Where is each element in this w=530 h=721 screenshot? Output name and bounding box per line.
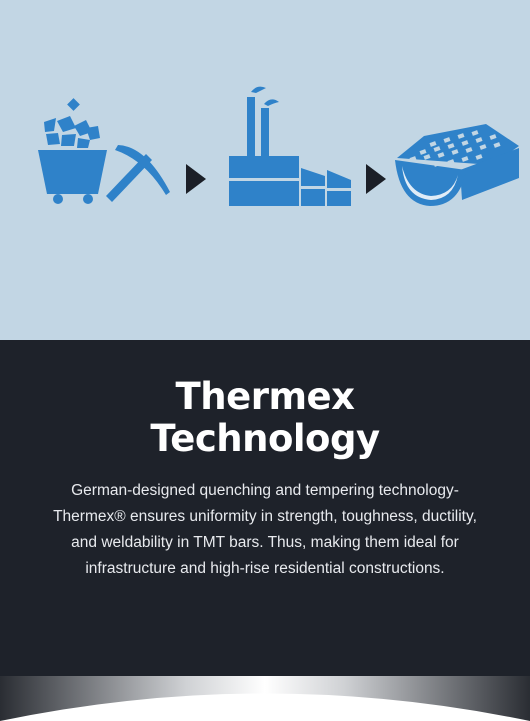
process-illustration — [0, 0, 530, 340]
card-description: German-designed quenching and tempering … — [53, 482, 477, 577]
triangle-arrow-right-icon — [366, 164, 386, 194]
process-illustration-svg — [38, 86, 519, 206]
card-title-line-1: Thermex — [175, 375, 355, 418]
tmt-bar-cross-section-icon — [395, 124, 519, 206]
decorative-curve — [0, 676, 530, 721]
card-title-line-2: Technology — [150, 417, 380, 460]
triangle-arrow-right-icon — [186, 164, 206, 194]
mining-cart-pickaxe-icon — [38, 98, 170, 204]
info-panel: Thermex Technology German-designed quenc… — [0, 340, 530, 680]
card-title: Thermex Technology — [0, 376, 530, 460]
steel-plant-icon — [229, 86, 351, 206]
